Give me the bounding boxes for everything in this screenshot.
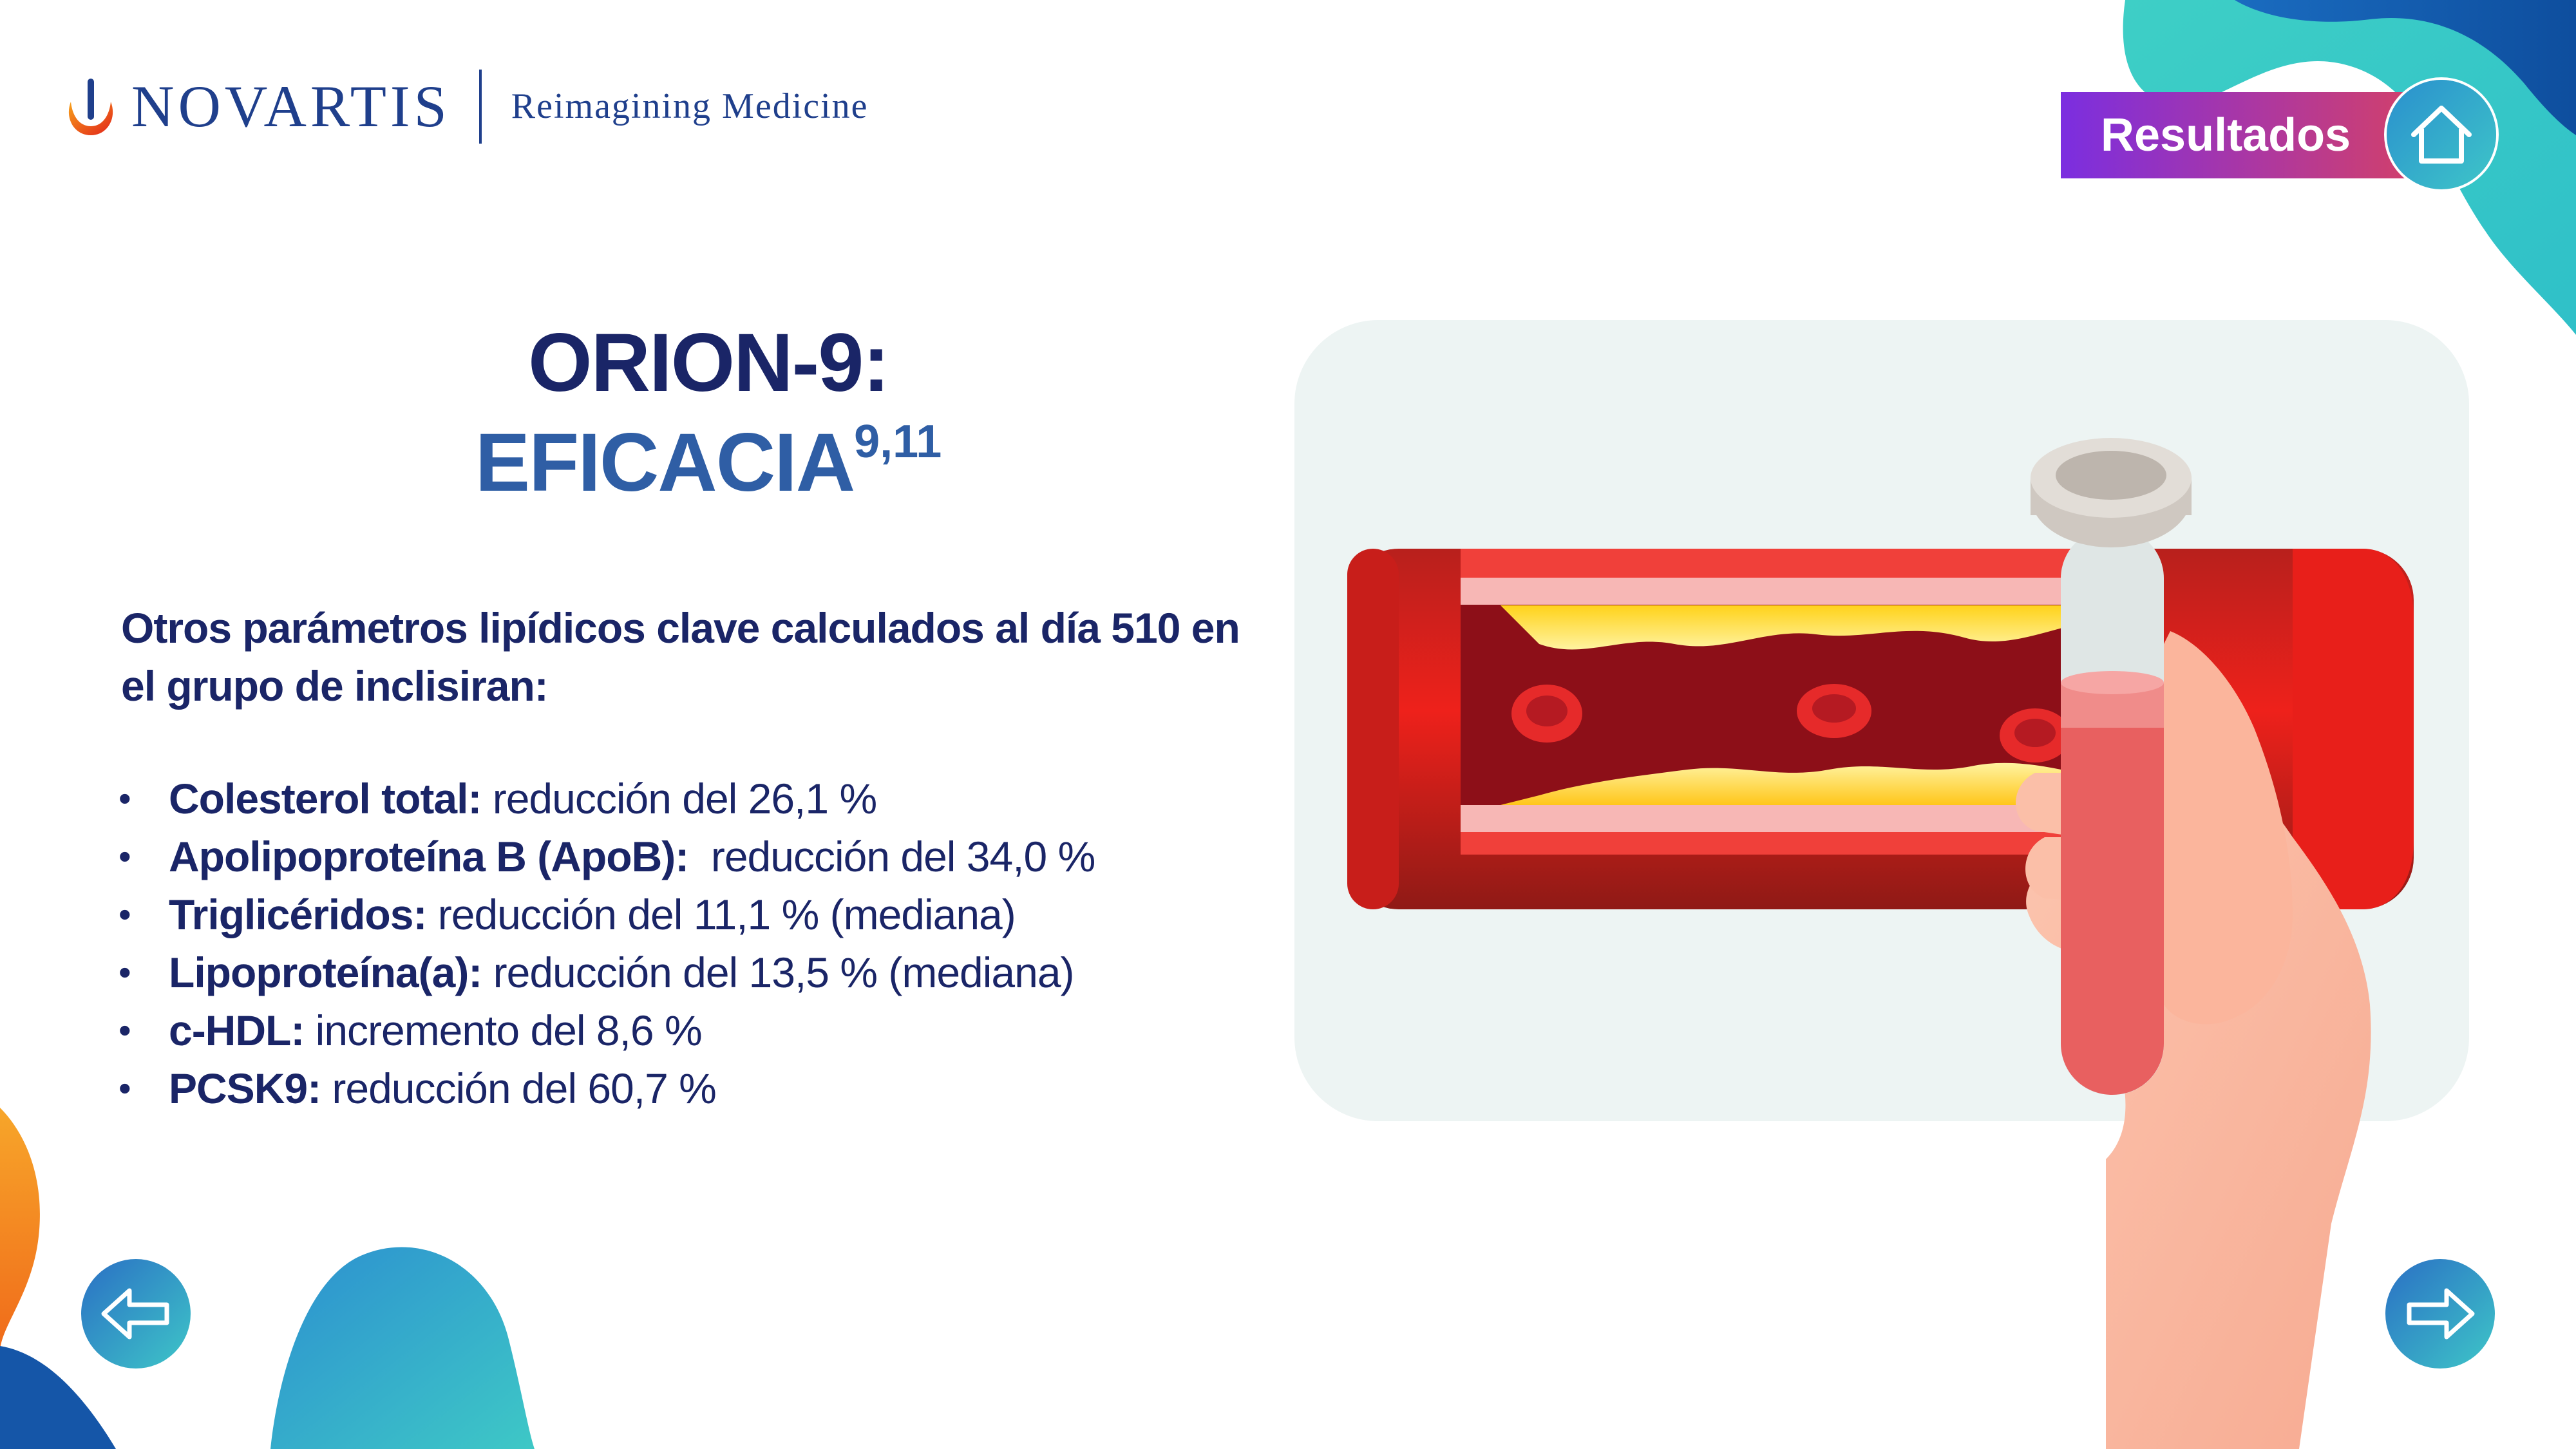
list-item: Triglicéridos: reducción del 11,1 % (med… bbox=[115, 886, 1274, 943]
top-right-blue-blob bbox=[2235, 0, 2576, 135]
home-icon bbox=[2411, 106, 2472, 164]
red-blood-cell bbox=[2000, 708, 2070, 762]
item-value: reducción del 11,1 % (mediana) bbox=[426, 891, 1016, 938]
item-label: c-HDL: bbox=[169, 1007, 305, 1054]
item-value: incremento del 8,6 % bbox=[304, 1007, 703, 1054]
item-value: reducción del 13,5 % (mediana) bbox=[482, 949, 1075, 996]
previous-button[interactable] bbox=[81, 1259, 191, 1368]
list-item: c-HDL: incremento del 8,6 % bbox=[115, 1001, 1274, 1059]
intro-text: Otros parámetros lipídicos clave calcula… bbox=[121, 604, 1240, 710]
plaque-bottom bbox=[1501, 762, 2105, 805]
arrow-right-icon bbox=[2407, 1288, 2475, 1340]
next-button[interactable] bbox=[2385, 1259, 2495, 1368]
page-title-line1: ORION-9: bbox=[528, 317, 890, 409]
item-label: PCSK9: bbox=[169, 1065, 321, 1112]
item-value: reducción del 34,0 % bbox=[688, 833, 1095, 880]
list-item: Lipoproteína(a): reducción del 13,5 % (m… bbox=[115, 943, 1274, 1001]
plaque-top bbox=[1501, 605, 2105, 650]
item-label: Apolipoproteína B (ApoB): bbox=[169, 833, 689, 880]
home-button[interactable] bbox=[2387, 80, 2496, 189]
page-title-line2: EFICACIA9,11 bbox=[412, 415, 1005, 510]
novartis-flame-icon bbox=[68, 78, 113, 135]
item-value: reducción del 26,1 % bbox=[481, 775, 877, 822]
title-reference: 9,11 bbox=[854, 416, 942, 468]
brand-tagline: Reimagining Medicine bbox=[511, 86, 869, 126]
brand-name: NOVARTIS bbox=[131, 73, 451, 139]
list-item: Colesterol total: reducción del 26,1 % bbox=[115, 770, 1274, 828]
brand-logo: NOVARTIS Reimagining Medicine bbox=[64, 64, 869, 148]
item-value: reducción del 60,7 % bbox=[321, 1065, 716, 1112]
lipid-parameter-list: Colesterol total: reducción del 26,1 % A… bbox=[115, 770, 1274, 1117]
item-label: Colesterol total: bbox=[169, 775, 482, 822]
red-blood-cell bbox=[1511, 685, 1582, 743]
item-label: Lipoproteína(a): bbox=[169, 949, 482, 996]
list-item: Apolipoproteína B (ApoB): reducción del … bbox=[115, 828, 1274, 886]
brand-divider bbox=[478, 69, 482, 144]
bottom-left-teal-blob bbox=[270, 1247, 535, 1449]
list-item: PCSK9: reducción del 60,7 % bbox=[115, 1059, 1274, 1117]
results-label: Resultados bbox=[2101, 109, 2351, 161]
bottom-left-orange-blob bbox=[0, 1108, 40, 1352]
page-title-text: EFICACIA bbox=[475, 417, 855, 509]
results-button[interactable]: Resultados bbox=[2061, 92, 2447, 178]
item-label: Triglicéridos: bbox=[169, 891, 427, 938]
arrow-left-icon bbox=[101, 1288, 169, 1340]
bottom-left-blue-blob bbox=[0, 1346, 116, 1449]
red-blood-cell bbox=[1797, 684, 1871, 738]
